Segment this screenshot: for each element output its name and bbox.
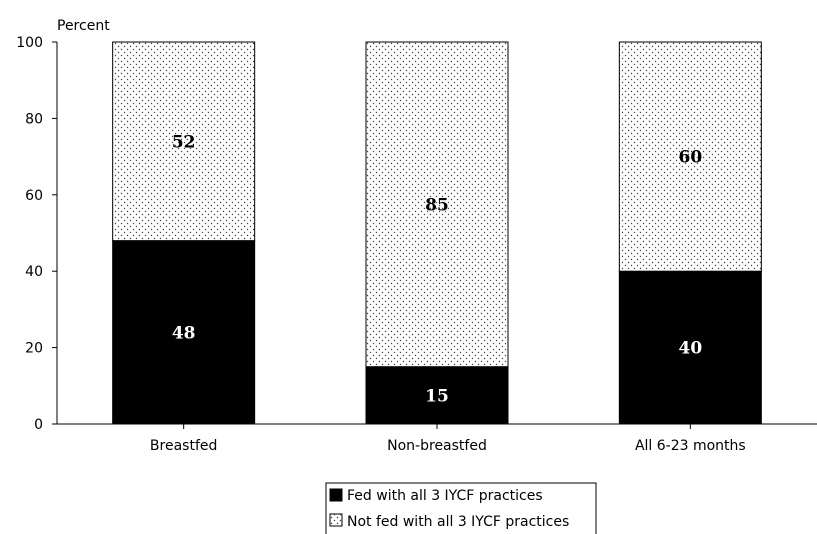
y-axis-title: Percent — [57, 18, 110, 34]
data-label: 85 — [425, 195, 449, 215]
legend-label-fed: Fed with all 3 IYCF practices — [347, 488, 543, 504]
bar-segment-fed — [112, 240, 256, 425]
plot-area: 0 20 40 60 80 100 48 52 Breastfed 15 85 Non-breastf… — [16, 35, 817, 454]
bar-segment-not-fed — [365, 41, 509, 368]
y-tick-label: 100 — [16, 35, 43, 51]
data-label: 15 — [425, 386, 449, 406]
data-label: 40 — [678, 339, 702, 359]
legend-swatch-fed — [329, 488, 343, 502]
legend-box — [325, 482, 597, 534]
legend-label-not-fed: Not fed with all 3 IYCF practices — [347, 514, 569, 530]
bar-segment-not-fed — [618, 41, 762, 272]
y-tick-label: 0 — [34, 417, 43, 433]
data-label: 60 — [678, 148, 702, 168]
x-category-label: All 6-23 months — [635, 438, 746, 454]
data-label: 52 — [172, 132, 196, 152]
y-tick-label: 40 — [25, 264, 43, 280]
bar-segment-fed — [618, 270, 762, 425]
legend-swatch-not-fed — [329, 513, 343, 527]
x-category-label: Breastfed — [150, 438, 217, 454]
x-category-label: Non-breastfed — [387, 438, 487, 454]
bar-segment-not-fed — [112, 41, 256, 242]
y-tick-label: 20 — [25, 341, 43, 357]
y-tick-label: 80 — [25, 111, 43, 127]
data-label: 48 — [172, 323, 196, 343]
y-tick-label: 60 — [25, 188, 43, 204]
legend: Fed with all 3 IYCF practices Not fed wi… — [325, 482, 597, 534]
